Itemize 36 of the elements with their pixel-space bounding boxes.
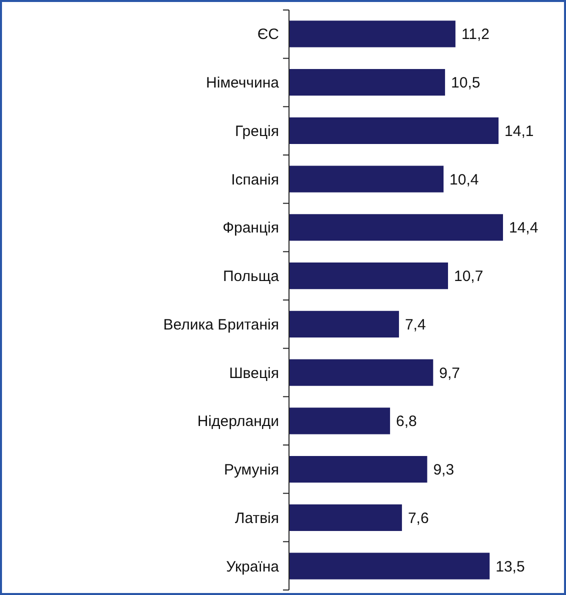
y-tick-label: Україна — [226, 558, 280, 576]
data-label: 9,7 — [439, 364, 460, 382]
data-label: 7,6 — [408, 510, 429, 527]
bar — [289, 214, 503, 241]
data-label: 14,1 — [504, 122, 534, 140]
data-label: 11,2 — [461, 26, 490, 44]
bar — [289, 552, 490, 580]
data-label: 10,4 — [450, 171, 479, 188]
y-tick-label: Іспанія — [231, 171, 279, 188]
y-tick-label: Польща — [222, 268, 280, 286]
data-label: 13,5 — [496, 558, 525, 576]
data-label: 6,8 — [396, 413, 417, 430]
bar — [289, 262, 448, 290]
bar — [289, 456, 428, 483]
y-tick-label: Франція — [222, 220, 279, 237]
y-tick-label: Нідерланди — [197, 413, 279, 430]
y-tick-label: Швеція — [229, 364, 279, 382]
bar — [289, 166, 444, 192]
data-label: 7,4 — [404, 316, 426, 334]
bar — [289, 69, 446, 96]
y-tick-label: Велика Британія — [163, 316, 279, 334]
data-label: 14,4 — [509, 220, 538, 237]
bar — [289, 359, 434, 386]
data-label: 10,5 — [451, 74, 480, 92]
y-tick-label: Греція — [234, 122, 279, 140]
bar — [289, 117, 499, 144]
y-tick-label: Латвія — [234, 510, 279, 527]
data-label: 10,7 — [454, 268, 484, 286]
y-tick-label: Німеччина — [206, 74, 280, 92]
y-tick-label: Румунія — [224, 462, 279, 479]
bar — [289, 310, 399, 338]
bar — [289, 504, 402, 531]
bar — [289, 20, 456, 48]
data-label: 9,3 — [433, 462, 454, 479]
y-tick-label: ЄС — [257, 26, 280, 44]
bar — [289, 408, 390, 434]
